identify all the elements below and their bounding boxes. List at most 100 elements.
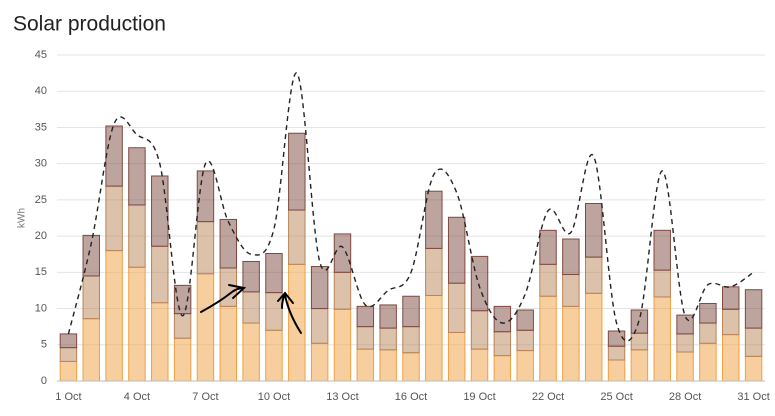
bar-segment [128, 266, 146, 382]
bar-segment [196, 273, 215, 382]
bar-segment [722, 308, 740, 336]
x-tick-label: 28 Oct [669, 391, 701, 403]
bar-segment [516, 350, 534, 382]
bar-segment [562, 305, 580, 382]
bar-segment [379, 327, 397, 351]
bar-segment [288, 209, 306, 265]
bar-segment [630, 349, 649, 382]
bar-segment [722, 286, 740, 310]
bar-segment [539, 263, 557, 297]
bar-segment [425, 247, 443, 297]
y-tick-label: 25 [35, 194, 47, 206]
x-tick-label: 25 Oct [600, 391, 632, 403]
bar-segment [744, 355, 763, 382]
y-tick-label: 40 [35, 85, 47, 97]
x-tick-label: 16 Oct [395, 391, 427, 403]
chart-title: Solar production [13, 13, 166, 36]
bar-segment [425, 295, 443, 382]
bar-segment [59, 360, 78, 382]
x-tick-label: 22 Oct [532, 391, 564, 403]
x-tick-label: 10 Oct [258, 391, 290, 403]
bar-segment [516, 309, 534, 331]
bar-segment [379, 349, 397, 382]
x-tick-label: 4 Oct [124, 391, 150, 403]
bar-segment [562, 238, 580, 276]
bar-segment [493, 331, 512, 357]
bar-segment [584, 203, 603, 258]
bar-segment [402, 295, 420, 328]
bar-segment [699, 342, 717, 382]
bar-segment [242, 291, 260, 324]
bar-segment [173, 313, 192, 339]
bar-segment [653, 269, 671, 298]
x-tick-label: 31 Oct [737, 391, 769, 403]
bar-segment [196, 221, 215, 275]
bar-segment [59, 333, 78, 349]
bar-segment [516, 329, 534, 352]
y-axis-label: kWh [17, 208, 28, 228]
bar-segment [447, 216, 466, 284]
bar-segment [310, 342, 329, 382]
bar-segment [105, 250, 123, 382]
arrow-head [277, 291, 294, 304]
annotation-arrows [200, 284, 302, 334]
bar-segment [447, 331, 466, 382]
bar-segment [196, 170, 215, 223]
bar-segment [173, 337, 192, 382]
y-tick-label: 35 [35, 121, 47, 133]
bar-segment [82, 275, 100, 320]
bar-segment [333, 233, 352, 273]
y-tick-label: 30 [35, 158, 47, 170]
bar-segment [288, 132, 306, 211]
bar-segment [333, 308, 352, 382]
bar-segment [151, 245, 169, 304]
bar-segment [676, 351, 694, 382]
bar-segment [470, 310, 489, 350]
bar-segment [128, 204, 146, 268]
bar-segment [151, 175, 169, 247]
bar-segment [699, 322, 717, 344]
bar-segment [242, 260, 260, 293]
bar-segment [447, 282, 466, 333]
y-tick-label: 10 [35, 302, 47, 314]
bar-segment [539, 295, 557, 382]
arrow-head [228, 284, 247, 299]
bar-segment [584, 292, 603, 382]
bar-segment [699, 302, 717, 324]
bar-segment [653, 296, 671, 382]
bar-segment [402, 326, 420, 354]
plot: 0 5 10 15 20 25 30 35 40 45 1 Oct 4 Oct 7 Oct 10 Oct 1… [35, 49, 770, 403]
bar-segment [219, 267, 238, 307]
x-tick-label: 13 Oct [326, 391, 358, 403]
y-tick-label: 0 [41, 375, 47, 387]
bar-segment [265, 329, 283, 382]
bar-segment [744, 327, 763, 357]
bar-segment [744, 289, 763, 329]
bar-segment [676, 333, 694, 353]
bar-segment [333, 271, 352, 310]
bar-segment [219, 218, 238, 269]
bar-segment [607, 330, 626, 347]
bar-segment [722, 334, 740, 382]
bar-segment [539, 229, 557, 265]
bar-segment [356, 326, 375, 350]
bar-segment [356, 305, 375, 328]
y-tick-label: 5 [41, 339, 47, 351]
y-tick-label: 45 [35, 49, 47, 61]
bar-segment [607, 359, 626, 382]
bar-segment [219, 305, 238, 382]
bar-segment [82, 318, 100, 382]
bar-segment [562, 274, 580, 307]
bar-segment [653, 229, 671, 271]
bar-segment [402, 352, 420, 382]
forecast-line [67, 72, 754, 342]
bar-segment [630, 332, 649, 351]
x-tick-label: 19 Oct [463, 391, 495, 403]
bar-segment [59, 347, 78, 362]
bar-segment [265, 252, 283, 294]
x-tick-label: 1 Oct [55, 391, 81, 403]
bar-segment [379, 304, 397, 329]
bar-segment [676, 314, 694, 335]
bar-segment [242, 322, 260, 382]
